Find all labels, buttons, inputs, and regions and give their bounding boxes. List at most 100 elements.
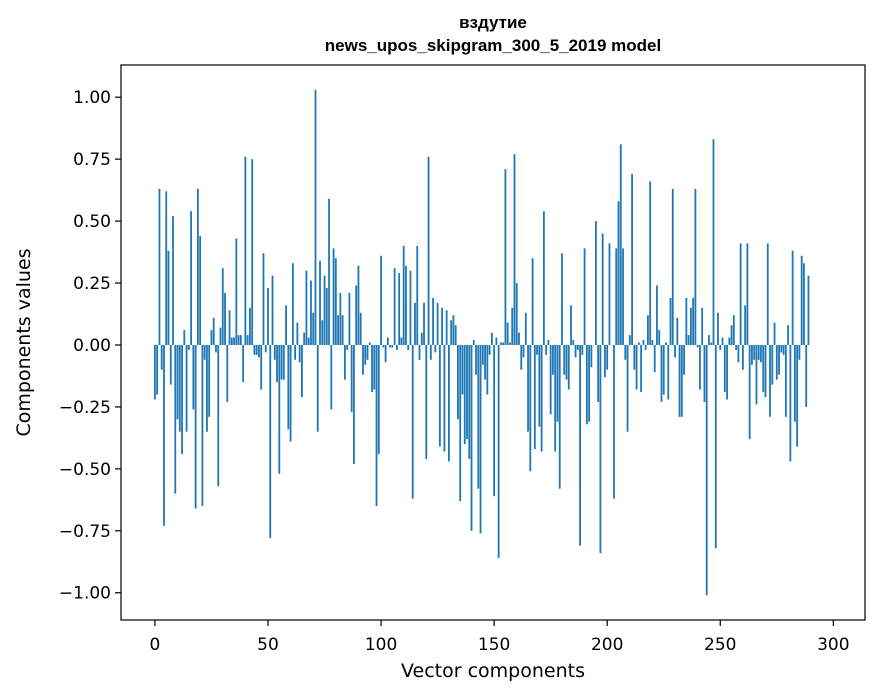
bar: [228, 310, 231, 345]
bar: [558, 344, 561, 489]
x-tick-label: 250: [704, 635, 736, 655]
bar: [549, 344, 552, 415]
bar: [613, 344, 615, 499]
y-axis-ticks: 1.00 0.75 0.50 0.25 0.00 −0.25 −0.50 −0.75 −1.00: [59, 88, 121, 604]
bar: [267, 287, 269, 345]
bar: [312, 312, 315, 345]
bar: [389, 344, 392, 348]
bar: [671, 188, 674, 345]
bar: [723, 344, 726, 393]
bar: [303, 332, 306, 345]
x-tick-label: 200: [591, 635, 623, 655]
bar: [314, 89, 317, 345]
bar: [490, 332, 493, 345]
bar: [239, 335, 242, 345]
bar: [662, 344, 665, 395]
bar: [773, 322, 776, 345]
bar: [323, 275, 326, 345]
bar: [651, 340, 654, 345]
bar: [423, 302, 425, 345]
bar: [726, 344, 728, 400]
bar: [748, 344, 751, 440]
bar: [737, 344, 740, 363]
bar: [280, 344, 283, 380]
bar: [343, 344, 346, 380]
bar: [436, 302, 439, 345]
bar: [416, 245, 419, 345]
bar: [755, 344, 758, 405]
x-axis-label: Vector components: [401, 660, 585, 682]
bar: [753, 344, 756, 360]
bar: [438, 344, 441, 447]
bar: [158, 188, 161, 345]
bar: [242, 344, 245, 383]
bar: [511, 307, 514, 345]
bar: [635, 344, 638, 390]
x-axis-ticks: 0 50 100 150 200 250 300: [150, 620, 850, 655]
bar: [414, 302, 416, 345]
bar: [296, 322, 299, 345]
bar: [692, 297, 695, 345]
bar: [316, 344, 319, 432]
bar: [470, 344, 473, 531]
bar: [466, 344, 468, 440]
y-tick-label: −0.25: [59, 398, 111, 418]
bar: [730, 325, 733, 345]
bar: [289, 344, 292, 442]
y-tick-label: 1.00: [73, 88, 111, 108]
bar: [341, 315, 344, 345]
bar: [744, 305, 747, 345]
bar: [459, 344, 462, 502]
bar: [590, 344, 593, 368]
bar: [701, 307, 704, 345]
bar: [760, 344, 762, 363]
bar: [506, 322, 509, 345]
bar: [339, 292, 342, 345]
bar: [678, 344, 681, 417]
bar: [676, 317, 679, 345]
bar: [377, 344, 380, 454]
bar: [398, 273, 401, 345]
bar: [334, 258, 337, 345]
bar: [619, 144, 622, 345]
bar: [368, 342, 371, 345]
bar: [696, 344, 699, 348]
bar: [518, 332, 520, 345]
bar: [357, 265, 360, 345]
bar: [468, 344, 471, 459]
bar: [669, 297, 672, 345]
bar: [407, 344, 410, 350]
bar: [206, 344, 208, 432]
chart-title-line1: вздутие: [459, 13, 527, 32]
bar: [554, 344, 557, 452]
bar: [160, 344, 163, 370]
bar: [307, 337, 310, 345]
bar: [224, 292, 226, 345]
bar: [683, 344, 685, 375]
bar: [380, 255, 382, 345]
bar: [271, 275, 274, 345]
bar: [258, 344, 260, 358]
bar: [556, 344, 559, 422]
bar: [262, 253, 265, 345]
bar: [502, 342, 505, 345]
bar: [735, 344, 738, 350]
bar: [807, 275, 810, 345]
bar: [495, 337, 498, 345]
bar: [420, 332, 423, 345]
bar: [167, 250, 170, 345]
bar: [434, 344, 437, 353]
bar: [547, 340, 550, 345]
y-axis-label: Components values: [13, 248, 35, 436]
bar: [667, 344, 670, 400]
bar: [626, 344, 629, 432]
bar: [178, 344, 181, 432]
bar: [375, 344, 378, 507]
bar: [429, 344, 432, 360]
y-tick-label: 0.00: [73, 336, 111, 356]
bar: [787, 325, 790, 345]
bar: [803, 263, 805, 345]
bar: [739, 243, 742, 345]
bar: [260, 344, 263, 390]
bar: [448, 344, 450, 462]
